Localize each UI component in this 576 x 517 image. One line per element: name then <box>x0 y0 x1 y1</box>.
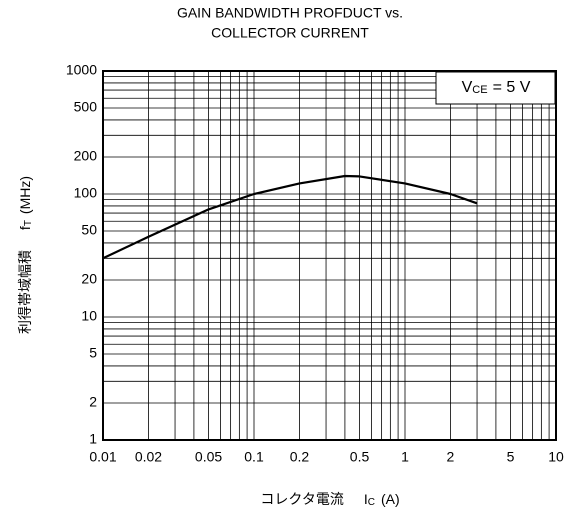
annotation-box <box>435 71 556 105</box>
y-label-main: 利得帯域幅積 <box>17 250 33 334</box>
y-label-sub: T <box>23 220 34 226</box>
y-tick-label: 200 <box>74 148 98 164</box>
y-tick-label: 20 <box>81 271 97 287</box>
y-tick-label: 500 <box>74 99 98 115</box>
annotation: VCE = 5 V <box>462 79 531 96</box>
x-label-main: コレクタ電流 <box>260 491 343 507</box>
x-tick-label: 5 <box>507 449 515 465</box>
x-label-symbol: I <box>364 491 368 507</box>
x-tick-label: 0.5 <box>350 449 370 465</box>
chart-title: COLLECTOR CURRENT <box>211 25 369 41</box>
annotation-main: V <box>462 79 473 96</box>
x-label-unit: (A) <box>381 491 400 507</box>
x-tick-label: 0.01 <box>89 449 116 465</box>
plot-frame <box>102 70 557 441</box>
y-tick-label: 50 <box>81 222 97 238</box>
x-tick-label: 1 <box>401 449 409 465</box>
x-axis-label: コレクタ電流 IC (A) <box>260 491 399 508</box>
x-tick-label: 0.02 <box>135 449 162 465</box>
annotation-rest: = 5 V <box>493 79 531 96</box>
x-tick-label: 0.1 <box>244 449 264 465</box>
y-label-unit: (MHz) <box>17 176 33 214</box>
x-label-sub: C <box>368 497 375 508</box>
y-tick-label: 100 <box>74 185 98 201</box>
data-line <box>102 174 478 260</box>
x-tick-label: 2 <box>447 449 455 465</box>
x-tick-label: 10 <box>548 449 564 465</box>
y-tick-label: 1000 <box>66 62 97 78</box>
y-tick-label: 2 <box>89 394 97 410</box>
y-tick-label: 5 <box>89 345 97 361</box>
y-axis-label: 利得帯域幅積 fT (MHz) <box>17 176 34 334</box>
y-label-symbol: f <box>17 226 33 230</box>
x-tick-label: 0.05 <box>195 449 222 465</box>
annotation-sub: CE <box>472 84 487 96</box>
y-tick-label: 10 <box>81 308 97 324</box>
x-tick-label: 0.2 <box>290 449 310 465</box>
y-tick-label: 1 <box>89 431 97 447</box>
chart-title: GAIN BANDWIDTH PROFDUCT vs. <box>177 5 403 21</box>
